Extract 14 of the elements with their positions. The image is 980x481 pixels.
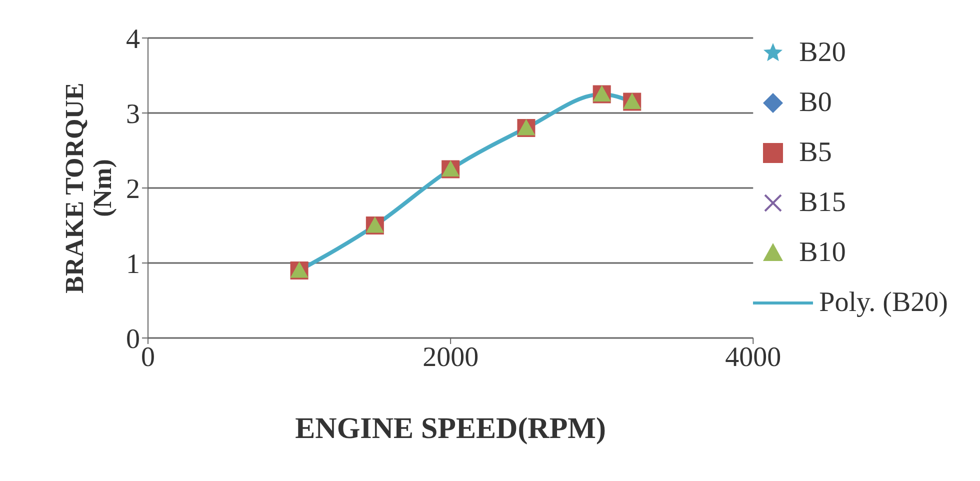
legend-label: B10: [799, 237, 846, 269]
y-tick-label: 3: [126, 98, 140, 130]
legend-label: B15: [799, 187, 846, 219]
y-axis-title: BRAKE TORQUE (Nm): [60, 82, 117, 294]
y-tick-label: 2: [126, 174, 140, 205]
legend-label: B5: [799, 137, 832, 169]
y-tick-label: 1: [126, 248, 140, 280]
legend-label: B0: [799, 87, 832, 119]
y-tick-label: 4: [126, 24, 140, 55]
legend-label: Poly. (B20): [819, 287, 948, 319]
legend-label: B20: [799, 37, 846, 69]
x-tick-label: 4000: [725, 342, 782, 373]
x-tick-label: 2000: [422, 342, 479, 373]
x-axis-title: ENGINE SPEED(RPM): [295, 412, 606, 445]
